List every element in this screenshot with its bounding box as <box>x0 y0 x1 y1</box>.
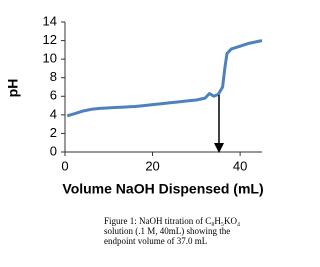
y-tick-label: 10 <box>43 51 57 66</box>
y-axis-title: pH <box>5 79 21 98</box>
y-tick-label: 8 <box>50 69 57 84</box>
y-tick-label: 14 <box>43 13 57 28</box>
data-line <box>66 39 263 118</box>
y-tick-label: 4 <box>50 106 57 121</box>
x-axis-title: Volume NaOH Dispensed (mL) <box>62 181 263 197</box>
caption-line: solution (.1 M, 40mL) showing the <box>104 226 230 236</box>
x-tick-label: 0 <box>61 158 68 173</box>
y-tick-label: 6 <box>50 88 57 103</box>
y-tick-label: 0 <box>50 143 57 158</box>
y-tick-label: 12 <box>43 32 57 47</box>
y-tick-label: 2 <box>50 125 57 140</box>
chart: Volume NaOH Dispensed (mL) pH Figure 1: … <box>5 13 264 246</box>
caption-line: endpoint volume of 37.0 mL <box>104 236 207 246</box>
caption-line: Figure 1: NaOH titration of C₈H₅KO₄ <box>104 216 240 226</box>
x-tick-label: 40 <box>233 158 247 173</box>
arrow-head <box>214 143 224 153</box>
x-tick-label: 20 <box>145 158 159 173</box>
